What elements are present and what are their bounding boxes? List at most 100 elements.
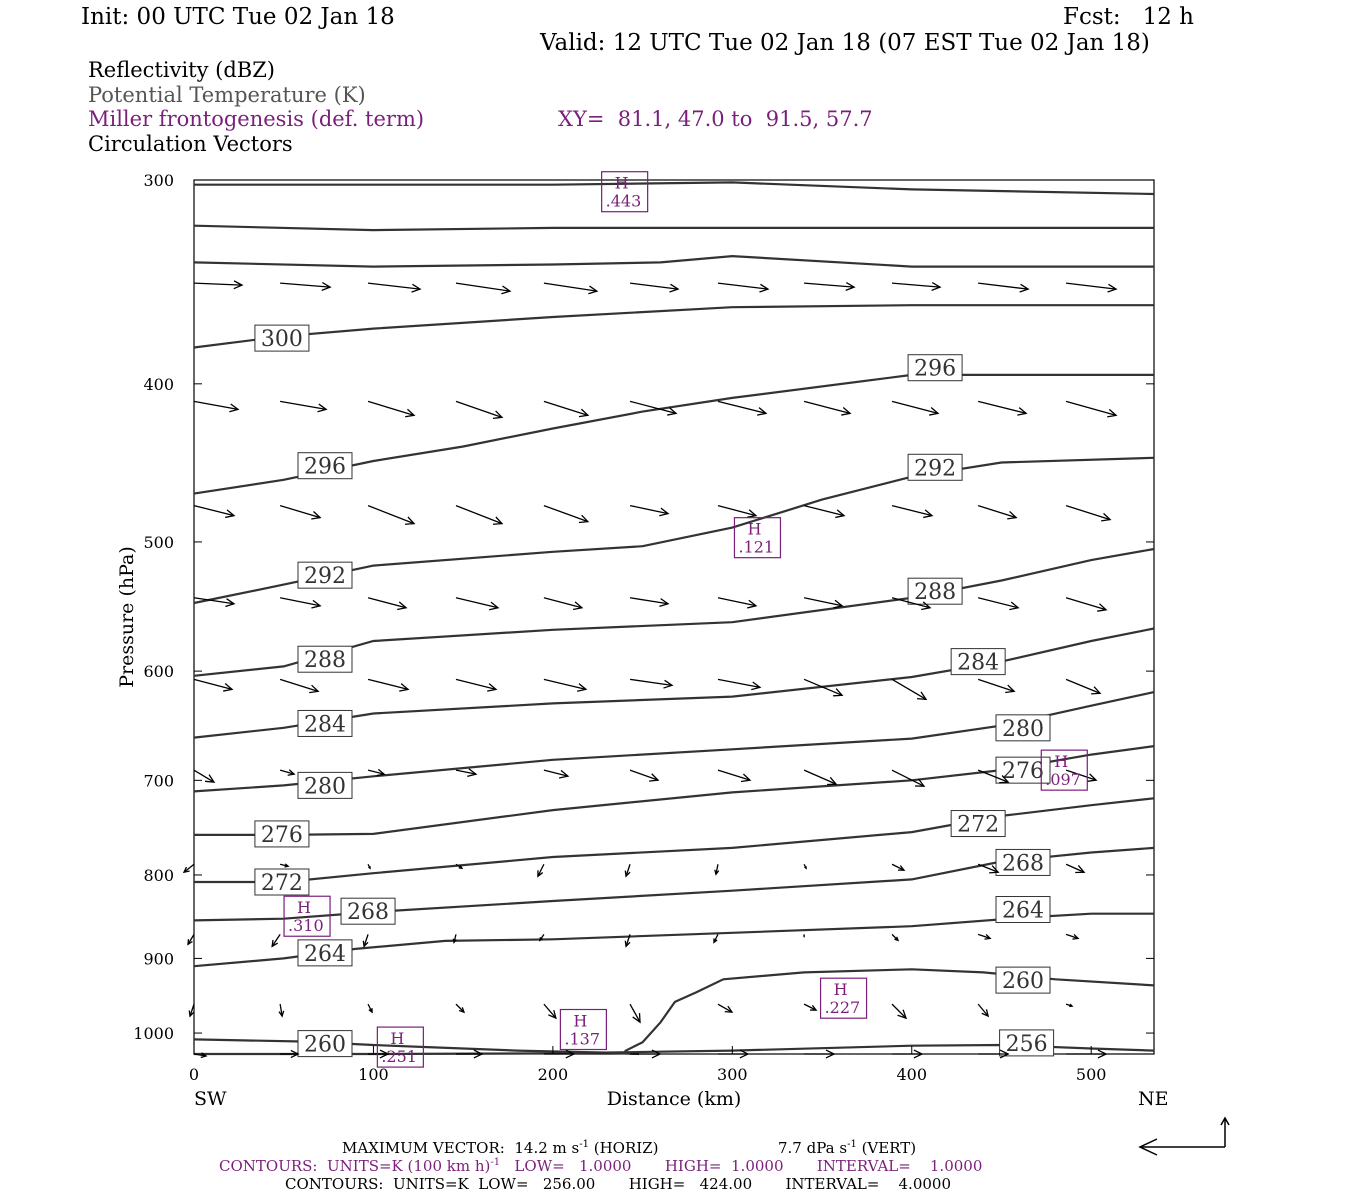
circulation-vector (891, 281, 942, 291)
frontogenesis-contour-info: CONTOURS: UNITS=K (100 km h)-1 LOW= 1.00… (219, 1158, 982, 1174)
circulation-vector (543, 504, 590, 524)
circulation-vector (452, 934, 457, 944)
isentrope-label-box (297, 645, 353, 673)
max-marker-letter: H (573, 1012, 587, 1031)
frontogenesis-max-marker: H.121 (733, 517, 782, 559)
frontogenesis-units: CONTOURS: UNITS=K (100 km h) (219, 1157, 491, 1175)
isentrope-line (624, 968, 1155, 1053)
circulation-vector (280, 1049, 300, 1059)
y-axis-title: Pressure (hPa) (116, 546, 138, 688)
isentrope-label-box (999, 1029, 1055, 1057)
circulation-vector (187, 934, 195, 946)
circulation-vector (455, 1049, 484, 1059)
circulation-vector (543, 1003, 557, 1020)
circulation-vector (537, 863, 545, 878)
circulation-vector (455, 1003, 466, 1014)
isentrope-label-box (995, 966, 1051, 994)
isentrope-label-box (254, 820, 310, 848)
circulation-vector (367, 504, 416, 525)
circulation-vector (803, 1003, 818, 1011)
y-tick-label: 800 (143, 866, 174, 885)
circulation-vector (629, 400, 678, 416)
frontogenesis-units-exp: -1 (490, 1157, 501, 1168)
cross-section-endpoints: XY= 81.1, 47.0 to 91.5, 57.7 (558, 107, 873, 131)
circulation-vector (1065, 282, 1118, 293)
circulation-vector (1065, 504, 1112, 522)
circulation-vector (629, 678, 674, 689)
frontogenesis-max-marker: H.310 (283, 895, 331, 937)
circulation-vector (367, 768, 386, 777)
circulation-vector (279, 769, 296, 776)
max-marker-value: .097 (1045, 770, 1081, 789)
circulation-vector (977, 863, 1000, 874)
isentrope-label: 292 (304, 564, 346, 589)
circulation-vector (367, 1003, 373, 1014)
circulation-vector (362, 934, 369, 948)
maximum-vector-label: MAXIMUM VECTOR: 14.2 m s-1 (HORIZ) (342, 1140, 658, 1156)
max-marker-value: .121 (738, 538, 774, 557)
circulation-vector (367, 863, 371, 870)
isentrope-label: 276 (261, 823, 303, 848)
forecast-hour-label: Fcst: 12 h (1063, 4, 1194, 30)
y-tick-label: 700 (143, 771, 174, 790)
circulation-vector (624, 934, 631, 948)
circulation-vector (804, 1049, 836, 1059)
circulation-vector (1065, 400, 1118, 418)
frontogenesis-max-marker: H.227 (819, 977, 868, 1019)
frontogenesis-range: LOW= 1.0000 HIGH= 1.0000 INTERVAL= 1.000… (500, 1157, 983, 1175)
reference-vector-icon (1138, 1116, 1230, 1156)
isentrope-label: 296 (914, 357, 956, 382)
circulation-vector (977, 678, 1016, 694)
circulation-vector (891, 1003, 908, 1020)
isentrope-label: 284 (304, 712, 346, 737)
isentrope-label: 260 (304, 1033, 346, 1058)
maximum-vector-vert: 7.7 dPa s-1 (VERT) (778, 1140, 916, 1156)
max-marker-letter: H (834, 980, 848, 999)
isentrope-label-box (907, 577, 963, 605)
y-tick-label: 900 (143, 949, 174, 968)
circulation-vector (455, 678, 498, 692)
circulation-vector (891, 933, 900, 942)
max-marker-letter: H (297, 898, 311, 917)
circulation-vector (182, 863, 195, 874)
circulation-vector (891, 863, 906, 871)
circulation-vector (630, 1049, 662, 1059)
max-vector-horiz-unit: (HORIZ) (588, 1139, 659, 1157)
isentrope-line (194, 1043, 1155, 1056)
axis-layer: 0 100 200 300 400 500 300 400 500 600 700 800 900 100… (133, 171, 1154, 1084)
circulation-vector (977, 400, 1028, 416)
circulation-vector (803, 678, 844, 697)
isentrope-label: 296 (304, 455, 346, 480)
y-tick-label: 600 (143, 662, 174, 681)
max-marker-letter: H (615, 174, 629, 193)
isentrope-label: 288 (304, 648, 346, 673)
isentrope-label-box (340, 897, 396, 925)
y-tick-label: 500 (143, 533, 174, 552)
circulation-vector (803, 863, 807, 870)
isentrope-label-box (297, 561, 353, 589)
circulation-vector (803, 769, 838, 786)
circulation-vector (629, 597, 670, 608)
sw-end-label: SW (194, 1088, 227, 1110)
circulation-vector (624, 864, 631, 878)
legend-circulation-vectors: Circulation Vectors (88, 132, 293, 156)
circulation-vector (717, 678, 762, 691)
isentrope-label: 272 (261, 871, 303, 896)
isentrope-label: 280 (304, 774, 346, 799)
circulation-vector (1065, 597, 1108, 612)
isentrope-label-box (297, 452, 353, 480)
max-marker-value: .137 (564, 1030, 600, 1049)
isentrope-layer: 2562602602642642682682722722762762802802… (193, 181, 1155, 1058)
circulation-vector (455, 282, 512, 295)
isentrope-label: 276 (1002, 759, 1044, 784)
isentrope-label-box (297, 771, 353, 799)
y-tick-label: 1000 (133, 1024, 174, 1043)
circulation-vector (717, 504, 758, 518)
legend-reflectivity: Reflectivity (dBZ) (88, 58, 276, 82)
max-vector-horiz: MAXIMUM VECTOR: 14.2 m s (342, 1139, 580, 1157)
circulation-vector (978, 282, 1030, 293)
vector-layer (182, 280, 1118, 1059)
circulation-vector (193, 1052, 208, 1059)
circulation-vector (193, 769, 216, 783)
